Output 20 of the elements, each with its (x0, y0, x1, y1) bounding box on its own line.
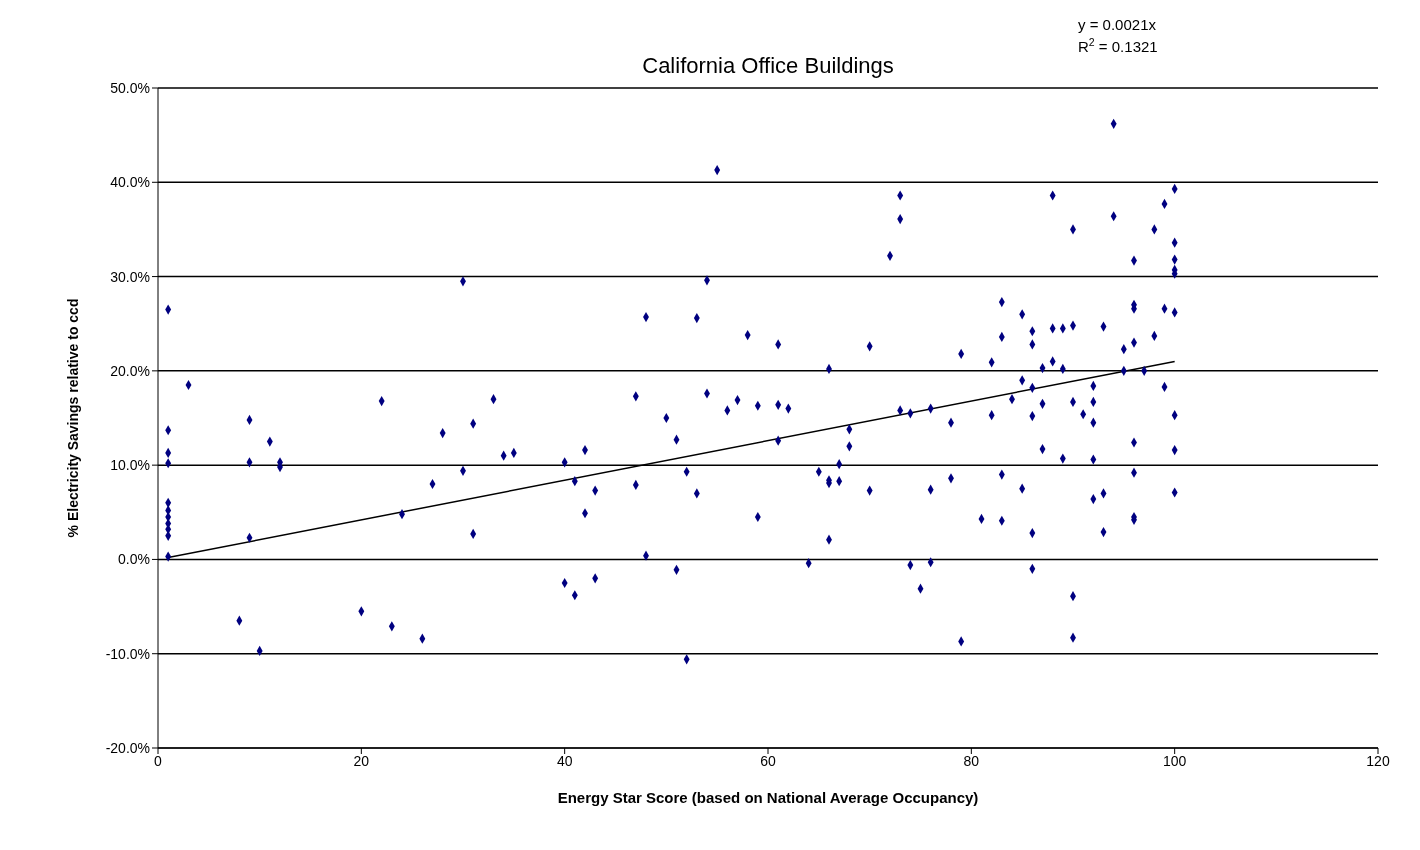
y-tick-label: 10.0% (110, 457, 150, 474)
x-tick-label: 20 (353, 752, 370, 769)
y-tick-label: 30.0% (110, 268, 150, 285)
x-tick-label: 40 (556, 752, 573, 769)
x-tick-label: 80 (963, 752, 980, 769)
y-tick-label: 50.0% (110, 79, 150, 96)
y-tick-label: 20.0% (110, 362, 150, 379)
x-tick-label: 0 (154, 752, 163, 769)
x-axis-title: Energy Star Score (based on National Average Occupancy) (557, 789, 979, 806)
text: R$^{2}$ = 0.1321 (1078, 36, 1158, 55)
y-tick-label: 0.0% (118, 551, 150, 568)
y-tick-label: 40.0% (110, 174, 150, 191)
chart-title: California Office Buildings (642, 53, 894, 78)
text: y = 0.0021x (1078, 16, 1157, 33)
x-tick-label: 60 (760, 752, 776, 769)
y-tick-label: -10.0% (105, 645, 150, 662)
x-tick-label: 120 (1366, 752, 1390, 769)
y-tick-label: -20.0% (105, 739, 150, 756)
y-axis-title: % Electricity Savings relative to ccd (64, 298, 81, 538)
x-tick-label: 100 (1162, 752, 1187, 769)
